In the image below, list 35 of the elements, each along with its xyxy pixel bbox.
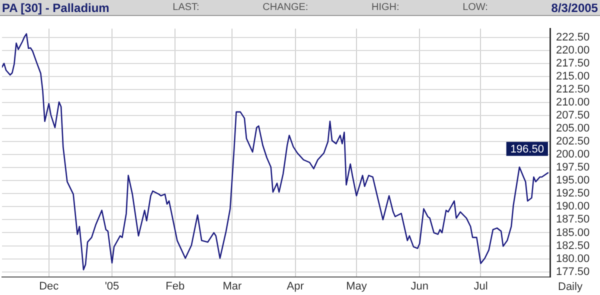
x-tick-label: Dec bbox=[39, 280, 60, 293]
y-tick-label: 190.00 bbox=[556, 200, 590, 213]
y-tick-label: 177.50 bbox=[556, 266, 590, 278]
x-tick-label: Apr bbox=[286, 280, 304, 293]
y-tick-label: 215.00 bbox=[556, 70, 590, 83]
y-tick-label: 200.00 bbox=[556, 148, 590, 161]
y-tick-label: 182.50 bbox=[556, 240, 590, 252]
y-tick-label: 210.00 bbox=[556, 96, 590, 109]
x-tick-label: Feb bbox=[166, 280, 185, 293]
y-tick-label: 202.50 bbox=[556, 136, 590, 148]
text: LOW: bbox=[462, 2, 488, 13]
x-tick-label: Jun bbox=[410, 280, 428, 293]
annotation: 196.50 bbox=[510, 143, 544, 156]
y-tick-label: 187.50 bbox=[556, 214, 590, 226]
text: CHANGE: bbox=[262, 2, 308, 13]
x-tick-label: Jul bbox=[474, 280, 488, 293]
y-tick-label: 195.00 bbox=[556, 174, 590, 187]
chart-title: PA [30] - Palladium bbox=[2, 0, 110, 14]
x-tick-label: May bbox=[346, 280, 368, 293]
y-tick-label: 205.00 bbox=[556, 122, 590, 135]
x-tick-label: Mar bbox=[222, 280, 242, 293]
y-tick-label: 212.50 bbox=[556, 84, 590, 96]
y-tick-label: 217.50 bbox=[556, 58, 590, 70]
text: HIGH: bbox=[372, 2, 400, 13]
y-tick-label: 220.00 bbox=[556, 44, 590, 57]
text: LAST: bbox=[172, 2, 200, 13]
text: 8/3/2005 bbox=[551, 0, 598, 14]
y-tick-label: 207.50 bbox=[556, 110, 590, 122]
y-tick-label: 197.50 bbox=[556, 162, 590, 174]
x-tick-label: '05 bbox=[104, 280, 120, 293]
y-tick-label: 192.50 bbox=[556, 188, 590, 200]
text: Daily bbox=[558, 281, 583, 294]
y-tick-label: 180.00 bbox=[556, 252, 590, 265]
y-tick-label: 222.50 bbox=[556, 31, 590, 44]
y-tick-label: 185.00 bbox=[556, 226, 590, 239]
